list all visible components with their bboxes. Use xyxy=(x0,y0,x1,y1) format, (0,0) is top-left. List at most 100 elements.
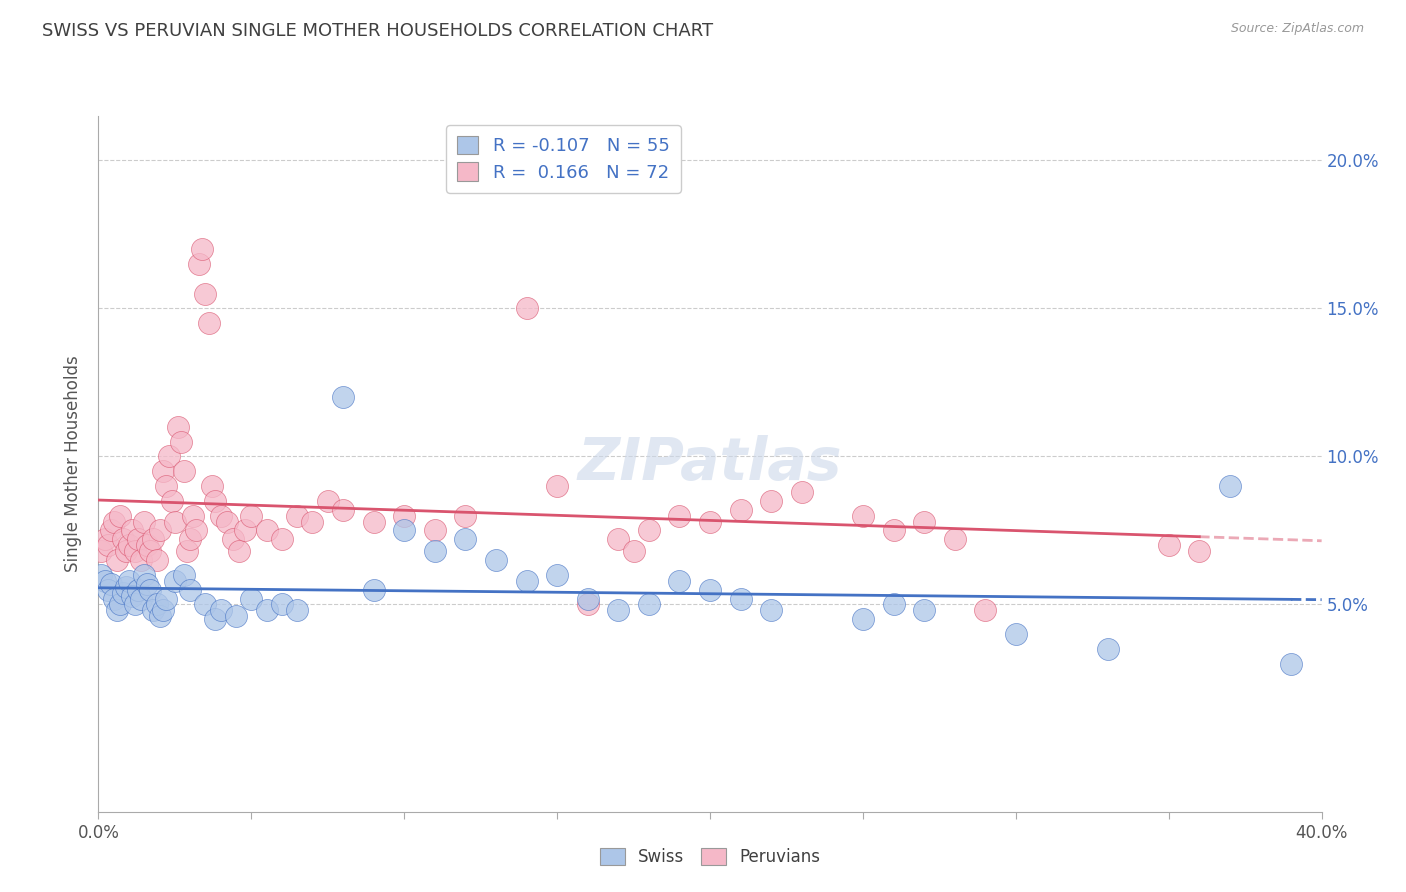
Point xyxy=(179,533,201,547)
Point xyxy=(127,582,149,597)
Point xyxy=(1157,538,1180,552)
Point xyxy=(1219,479,1241,493)
Point xyxy=(516,301,538,316)
Point xyxy=(103,515,125,529)
Point xyxy=(392,524,416,538)
Point xyxy=(1004,627,1026,641)
Point xyxy=(127,533,149,547)
Point xyxy=(115,580,138,594)
Point xyxy=(173,567,195,582)
Point xyxy=(115,544,138,558)
Point xyxy=(233,524,256,538)
Point xyxy=(225,609,247,624)
Point xyxy=(173,464,195,478)
Point xyxy=(97,538,120,552)
Point xyxy=(100,576,122,591)
Point xyxy=(392,508,416,523)
Point xyxy=(197,316,219,330)
Point xyxy=(181,508,204,523)
Point xyxy=(157,450,180,464)
Point xyxy=(149,609,172,624)
Point xyxy=(546,567,568,582)
Point xyxy=(194,598,217,612)
Point xyxy=(316,493,339,508)
Point xyxy=(623,544,645,558)
Point xyxy=(142,603,165,617)
Point xyxy=(170,434,193,449)
Point xyxy=(97,582,120,597)
Point xyxy=(285,508,308,523)
Point xyxy=(118,538,141,552)
Point xyxy=(285,603,308,617)
Point xyxy=(423,544,446,558)
Point xyxy=(699,515,721,529)
Point xyxy=(194,286,217,301)
Point xyxy=(163,515,186,529)
Point xyxy=(759,493,782,508)
Point xyxy=(1279,657,1302,671)
Point xyxy=(93,533,115,547)
Point xyxy=(103,591,125,606)
Point xyxy=(118,574,141,588)
Point xyxy=(139,544,162,558)
Point xyxy=(105,603,128,617)
Point xyxy=(332,390,354,404)
Point xyxy=(516,574,538,588)
Point xyxy=(270,598,292,612)
Point xyxy=(93,574,115,588)
Point xyxy=(136,538,159,552)
Point xyxy=(200,479,222,493)
Point xyxy=(142,533,165,547)
Point xyxy=(607,533,630,547)
Point xyxy=(129,591,152,606)
Legend: Swiss, Peruvians: Swiss, Peruvians xyxy=(593,841,827,873)
Point xyxy=(607,603,630,617)
Point xyxy=(912,603,935,617)
Point xyxy=(943,533,966,547)
Point xyxy=(163,574,186,588)
Point xyxy=(155,591,177,606)
Point xyxy=(105,553,128,567)
Point xyxy=(222,533,245,547)
Point xyxy=(145,598,167,612)
Point xyxy=(134,515,156,529)
Point xyxy=(332,502,354,516)
Point xyxy=(454,533,477,547)
Point xyxy=(108,598,131,612)
Text: Source: ZipAtlas.com: Source: ZipAtlas.com xyxy=(1230,22,1364,36)
Point xyxy=(730,502,752,516)
Point xyxy=(209,603,232,617)
Point xyxy=(111,533,134,547)
Point xyxy=(730,591,752,606)
Point xyxy=(152,603,174,617)
Point xyxy=(136,576,159,591)
Point xyxy=(160,493,183,508)
Point xyxy=(186,524,208,538)
Point xyxy=(124,544,146,558)
Point xyxy=(256,524,278,538)
Point xyxy=(576,598,599,612)
Point xyxy=(209,508,232,523)
Point xyxy=(215,515,238,529)
Point xyxy=(576,591,599,606)
Y-axis label: Single Mother Households: Single Mother Households xyxy=(65,356,83,572)
Point xyxy=(1097,641,1119,656)
Point xyxy=(100,524,122,538)
Point xyxy=(188,257,211,271)
Point xyxy=(637,598,661,612)
Point xyxy=(134,567,156,582)
Point xyxy=(852,612,875,626)
Point xyxy=(167,420,190,434)
Point xyxy=(155,479,177,493)
Point xyxy=(108,508,131,523)
Point xyxy=(121,524,143,538)
Point xyxy=(204,493,226,508)
Point xyxy=(883,524,905,538)
Text: SWISS VS PERUVIAN SINGLE MOTHER HOUSEHOLDS CORRELATION CHART: SWISS VS PERUVIAN SINGLE MOTHER HOUSEHOL… xyxy=(42,22,713,40)
Point xyxy=(129,553,152,567)
Point xyxy=(204,612,226,626)
Point xyxy=(111,585,134,599)
Point xyxy=(699,582,721,597)
Text: ZIPatlas: ZIPatlas xyxy=(578,435,842,492)
Point xyxy=(1188,544,1211,558)
